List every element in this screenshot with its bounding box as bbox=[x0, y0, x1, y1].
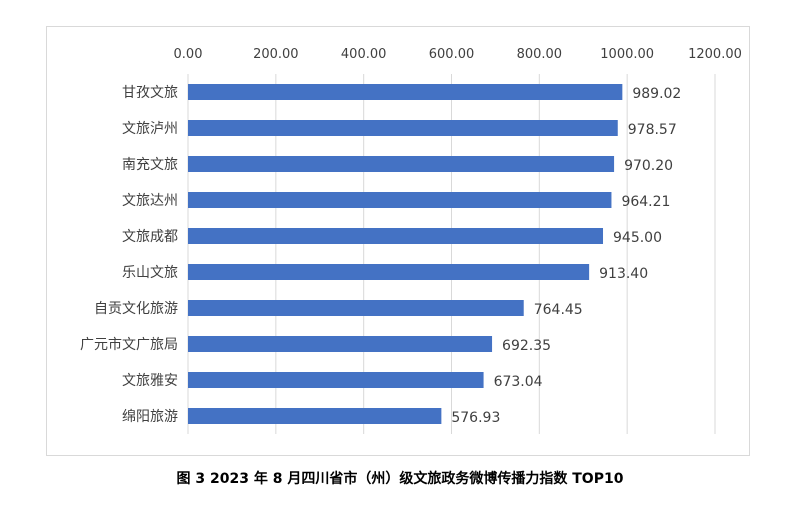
category-label: 文旅成都 bbox=[122, 229, 178, 245]
data-label: 964.21 bbox=[621, 194, 670, 210]
figure-caption: 图 3 2023 年 8 月四川省市（州）级文旅政务微博传播力指数 TOP10 bbox=[176, 471, 624, 487]
category-label: 广元市文广旅局 bbox=[80, 336, 178, 353]
category-label: 乐山文旅 bbox=[122, 265, 178, 281]
bar bbox=[188, 192, 612, 208]
category-label: 文旅雅安 bbox=[122, 373, 178, 389]
bar bbox=[188, 84, 623, 100]
bar bbox=[188, 120, 618, 136]
data-label: 978.57 bbox=[628, 122, 677, 138]
category-label: 文旅泸州 bbox=[122, 121, 178, 137]
category-label: 绵阳旅游 bbox=[122, 408, 178, 425]
category-label: 甘孜文旅 bbox=[122, 85, 178, 101]
category-label: 自贡文化旅游 bbox=[94, 301, 178, 317]
bar bbox=[188, 336, 493, 352]
data-label: 692.35 bbox=[502, 338, 551, 354]
data-label: 576.93 bbox=[451, 410, 500, 426]
bar bbox=[188, 156, 615, 172]
data-label: 989.02 bbox=[632, 86, 681, 102]
data-label: 764.45 bbox=[534, 302, 583, 318]
bar bbox=[188, 372, 484, 388]
bar bbox=[188, 408, 442, 424]
x-tick-label: 600.00 bbox=[429, 47, 475, 62]
x-tick-label: 200.00 bbox=[253, 47, 299, 62]
bar bbox=[188, 264, 590, 280]
x-tick-label: 400.00 bbox=[341, 47, 387, 62]
x-tick-label: 1000.00 bbox=[600, 47, 654, 62]
data-label: 945.00 bbox=[613, 230, 662, 246]
bar bbox=[188, 300, 524, 316]
data-label: 970.20 bbox=[624, 158, 673, 174]
x-tick-label: 0.00 bbox=[174, 47, 203, 62]
category-label: 南充文旅 bbox=[122, 157, 178, 173]
x-tick-label: 1200.00 bbox=[688, 47, 742, 62]
category-label: 文旅达州 bbox=[122, 193, 178, 209]
x-tick-label: 800.00 bbox=[517, 47, 563, 62]
data-label: 913.40 bbox=[599, 266, 648, 282]
data-label: 673.04 bbox=[494, 374, 543, 390]
bar bbox=[188, 228, 604, 244]
